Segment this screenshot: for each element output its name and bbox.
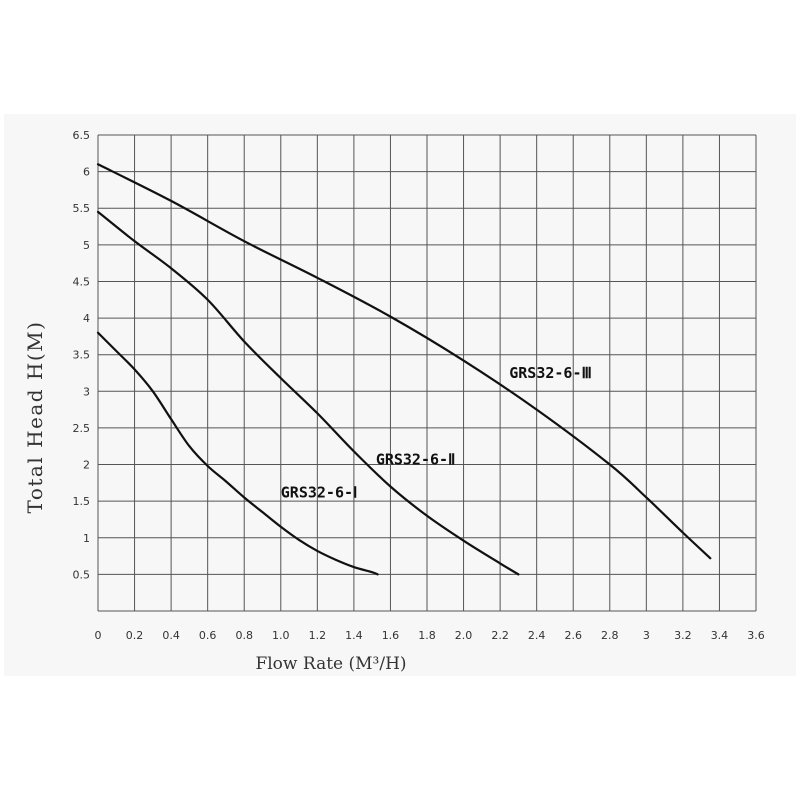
x-tick-label: 2.8	[601, 629, 619, 642]
y-tick-label: 2.5	[73, 422, 91, 435]
y-tick-label: 1	[83, 532, 90, 545]
x-tick-label: 0.4	[162, 629, 180, 642]
grid	[97, 134, 757, 612]
y-tick-label: 1.5	[73, 495, 91, 508]
x-tick-label: 1.8	[418, 629, 436, 642]
x-tick-label: 1.6	[382, 629, 400, 642]
y-tick-label: 6	[83, 166, 90, 179]
x-tick-label: 1.0	[272, 629, 290, 642]
y-tick-labels: 0.5 1 1.5 2 2.5 3 3.5 4 4.5 5 5.5 6 6.5	[73, 129, 91, 581]
y-tick-label: 4	[83, 312, 90, 325]
y-tick-label: 6.5	[73, 129, 91, 142]
x-tick-label: 0	[95, 629, 102, 642]
x-tick-label: 2.0	[455, 629, 473, 642]
x-tick-label: 3	[643, 629, 650, 642]
series-label-2: GRS32-6-Ⅱ	[376, 451, 456, 469]
x-tick-label: 0.6	[199, 629, 217, 642]
series-label-1: GRS32-6-Ⅰ	[281, 483, 358, 501]
series-curve-1	[96, 331, 379, 576]
x-tick-label: 3.6	[747, 629, 765, 642]
y-tick-label: 2	[83, 459, 90, 472]
series-labels: GRS32-6-Ⅰ GRS32-6-Ⅱ GRS32-6-Ⅲ	[281, 364, 592, 501]
chart-background	[4, 114, 796, 676]
x-tick-label: 2.4	[528, 629, 546, 642]
x-tick-label: 1.2	[309, 629, 327, 642]
x-tick-label: 2.6	[564, 629, 582, 642]
y-axis-label: Total Head H(M)	[23, 321, 47, 514]
x-tick-label: 3.2	[674, 629, 692, 642]
x-tick-label: 1.4	[345, 629, 363, 642]
series-label-3: GRS32-6-Ⅲ	[509, 364, 592, 382]
x-tick-label: 2.2	[491, 629, 509, 642]
x-axis-label: Flow Rate (M³/H)	[255, 654, 406, 674]
y-tick-label: 3	[83, 385, 90, 398]
series-curve-3	[96, 163, 712, 560]
y-tick-label: 3.5	[73, 349, 91, 362]
y-tick-label: 0.5	[73, 568, 91, 581]
y-tick-label: 4.5	[73, 275, 91, 288]
series-curves	[96, 163, 712, 576]
x-tick-label: 0.8	[235, 629, 253, 642]
x-tick-labels: 0 0.2 0.4 0.6 0.8 1.0 1.2 1.4 1.6 1.8 2.0 2.2 2.4 2.6…	[95, 629, 765, 642]
x-tick-label: 0.2	[126, 629, 144, 642]
y-tick-label: 5.5	[73, 202, 91, 215]
y-tick-label: 5	[83, 239, 90, 252]
x-tick-label: 3.4	[711, 629, 729, 642]
series-curve-2	[96, 210, 520, 576]
